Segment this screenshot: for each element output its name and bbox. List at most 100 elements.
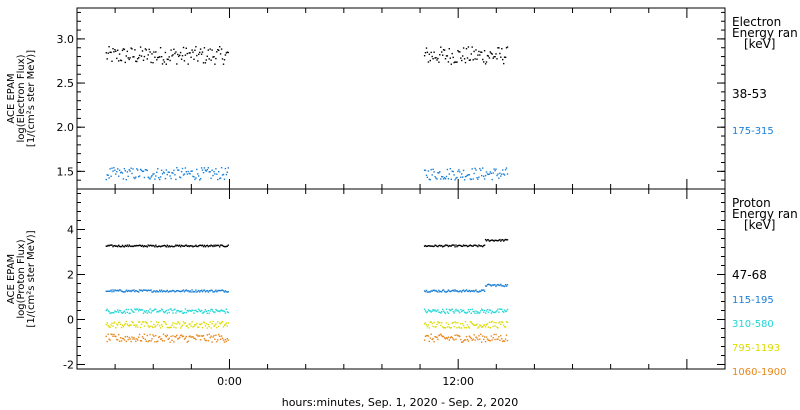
data-point: [162, 171, 165, 173]
data-point: [199, 178, 202, 180]
data-point: [476, 312, 478, 314]
data-point: [130, 290, 132, 293]
data-point: [215, 308, 217, 311]
data-point: [487, 311, 490, 313]
data-point: [145, 310, 147, 312]
data-point: [149, 289, 151, 292]
data-point: [159, 176, 162, 178]
data-point: [499, 52, 501, 55]
data-point: [207, 49, 209, 51]
data-point: [498, 284, 500, 286]
data-point: [433, 321, 435, 324]
data-point: [499, 238, 501, 241]
data-point: [179, 327, 182, 329]
data-point: [450, 290, 452, 292]
data-point: [195, 244, 197, 246]
data-point: [147, 289, 149, 291]
data-point: [503, 285, 505, 287]
data-point: [208, 325, 210, 328]
data-point: [503, 239, 506, 241]
data-point: [143, 333, 146, 335]
data-point: [187, 290, 189, 292]
data-point: [483, 311, 485, 313]
data-point: [444, 291, 447, 293]
data-point: [154, 246, 156, 248]
data-point: [444, 338, 447, 340]
data-point: [168, 326, 170, 329]
data-point: [186, 309, 188, 312]
data-point: [450, 336, 452, 338]
data-point: [500, 334, 502, 337]
data-point: [210, 308, 212, 310]
data-point: [482, 289, 484, 291]
data-point: [503, 340, 506, 342]
data-point: [476, 58, 478, 60]
data-point: [132, 290, 134, 292]
data-point: [450, 309, 452, 311]
data-point: [503, 62, 505, 65]
data-point: [210, 289, 212, 291]
data-point: [190, 291, 192, 293]
data-point: [470, 312, 472, 314]
data-point: [137, 169, 139, 171]
data-point: [424, 335, 427, 338]
data-point: [463, 245, 466, 247]
data-point: [480, 333, 482, 335]
data-point: [116, 338, 118, 341]
data-point: [221, 337, 224, 339]
data-point: [183, 338, 186, 340]
data-point: [200, 289, 203, 291]
data-point: [215, 289, 217, 291]
data-point: [147, 244, 149, 246]
data-point: [445, 244, 448, 246]
data-point: [179, 290, 181, 293]
data-point: [176, 167, 178, 169]
data-point: [466, 338, 469, 341]
data-point: [133, 324, 135, 326]
data-point: [436, 290, 438, 293]
data-point: [161, 173, 164, 175]
data-point: [198, 175, 200, 177]
data-point: [221, 58, 224, 60]
data-point: [483, 175, 485, 177]
data-point: [495, 168, 497, 170]
data-point: [462, 325, 465, 327]
data-point: [496, 239, 498, 242]
data-point: [425, 311, 428, 314]
data-point: [217, 244, 219, 246]
data-point: [174, 322, 176, 325]
data-point: [494, 169, 496, 172]
data-point: [437, 338, 439, 341]
data-point: [497, 240, 499, 242]
data-point: [179, 54, 181, 56]
data-point: [470, 290, 472, 292]
data-point: [183, 322, 186, 325]
data-point: [149, 51, 151, 53]
data-point: [187, 170, 189, 173]
data-point: [187, 245, 189, 247]
data-point: [203, 311, 206, 313]
data-point: [443, 337, 446, 339]
series-310-580: [105, 308, 509, 315]
data-point: [116, 311, 118, 313]
data-point: [446, 55, 449, 57]
data-point: [440, 290, 442, 293]
data-point: [204, 169, 207, 171]
data-point: [458, 326, 460, 328]
data-point: [434, 290, 436, 292]
data-point: [136, 290, 138, 292]
data-point: [180, 244, 183, 247]
data-point: [501, 321, 503, 323]
data-point: [503, 173, 505, 175]
data-point: [472, 59, 474, 61]
data-point: [207, 245, 209, 248]
data-point: [506, 339, 509, 342]
data-point: [115, 335, 117, 338]
data-point: [126, 244, 128, 246]
data-point: [150, 320, 152, 323]
data-point: [205, 170, 207, 172]
data-point: [185, 47, 187, 49]
data-point: [487, 283, 490, 285]
data-point: [114, 335, 116, 337]
data-point: [486, 173, 489, 175]
